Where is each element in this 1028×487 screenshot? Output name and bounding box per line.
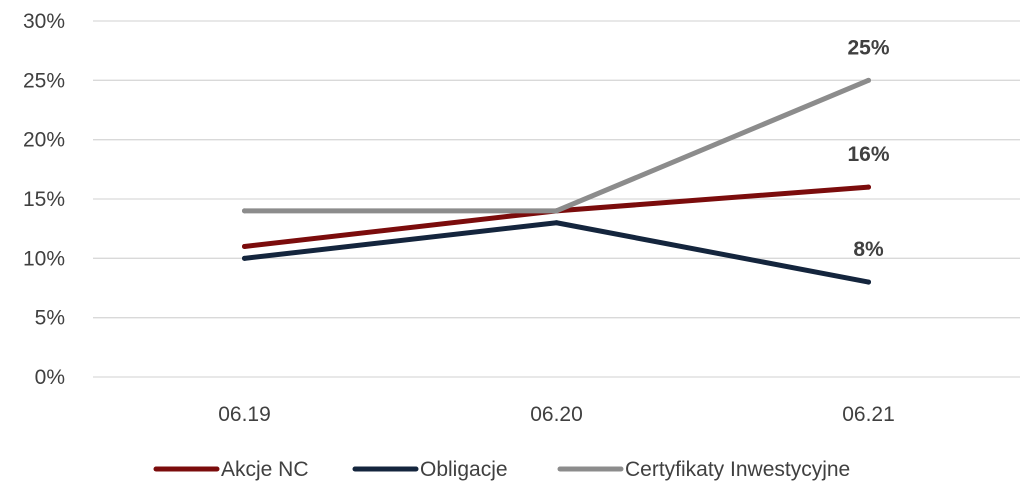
data-point-obligacje: [554, 220, 559, 226]
x-tick-label: 06.21: [842, 403, 895, 426]
y-tick-label: 30%: [23, 10, 65, 33]
y-tick-label: 25%: [23, 69, 65, 92]
y-tick-label: 0%: [35, 366, 65, 389]
data-labels: 16% 8% 25%: [847, 36, 889, 261]
legend-item-certyfikaty-inwestycyjne: Certyfikaty Inwestycyjne: [557, 458, 850, 481]
data-point-certyfikaty-inwestycyjne: [242, 208, 247, 214]
y-tick-label: 15%: [23, 188, 65, 211]
legend-item-obligacje: Obligacje: [352, 458, 508, 481]
legend-label: Obligacje: [420, 458, 508, 481]
data-label-obligacje: 8%: [853, 238, 884, 261]
y-axis-ticks: 0% 5% 10% 15% 20% 25% 30%: [23, 10, 65, 389]
data-label-certyfikaty-inwestycyjne: 25%: [847, 36, 889, 59]
data-point-certyfikaty-inwestycyjne: [866, 77, 871, 83]
legend-label: Certyfikaty Inwestycyjne: [625, 458, 850, 481]
data-point-akcje-nc: [242, 243, 247, 249]
data-point-akcje-nc: [866, 184, 871, 190]
y-tick-label: 10%: [23, 247, 65, 270]
legend-label: Akcje NC: [221, 458, 309, 481]
data-point-certyfikaty-inwestycyjne: [554, 208, 559, 214]
y-tick-label: 20%: [23, 129, 65, 152]
series-line-akcje-nc: [242, 184, 871, 249]
x-tick-label: 06.19: [218, 403, 271, 426]
data-point-obligacje: [242, 255, 247, 261]
x-tick-label: 06.20: [530, 403, 583, 426]
legend-item-akcje-nc: Akcje NC: [153, 458, 309, 481]
grid: [93, 20, 1020, 378]
series: [242, 77, 871, 285]
x-axis-ticks: 06.19 06.20 06.21: [218, 403, 895, 426]
legend: Akcje NC Obligacje Certyfikaty Inwestycyjn…: [153, 458, 850, 481]
series-line-obligacje: [242, 220, 871, 285]
data-point-obligacje: [866, 279, 871, 285]
data-label-akcje-nc: 16%: [847, 143, 889, 166]
y-tick-label: 5%: [35, 307, 65, 330]
series-line-certyfikaty-inwestycyjne: [242, 77, 871, 214]
